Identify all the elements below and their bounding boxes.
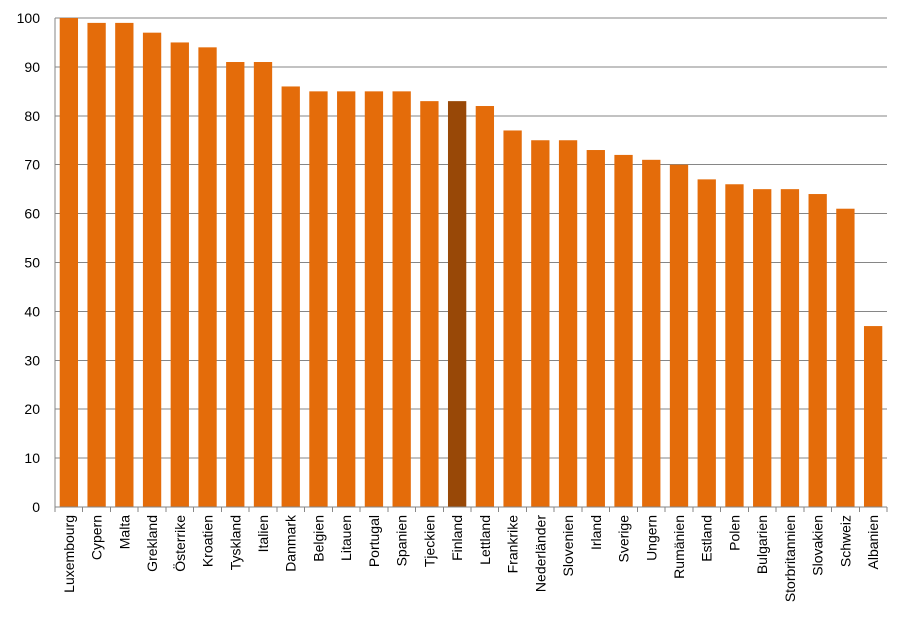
x-tick-label-albanien: Albanien bbox=[865, 515, 881, 570]
x-tick-label-tyskland: Tyskland bbox=[227, 515, 243, 570]
bar-nederlander bbox=[531, 140, 550, 507]
bar-kroatien bbox=[198, 47, 217, 508]
y-tick-labels: 0 10 20 30 40 50 60 70 80 90 100 bbox=[17, 10, 41, 515]
bar-schweiz bbox=[836, 208, 855, 507]
x-tick-label-grekland: Grekland bbox=[144, 515, 160, 572]
x-tick-label-bulgarien: Bulgarien bbox=[754, 515, 770, 574]
x-tick-label-osterrike: Österrike bbox=[171, 515, 188, 572]
y-tick-label: 20 bbox=[24, 401, 40, 417]
x-tick-label-litauen: Litauen bbox=[338, 515, 354, 561]
bar-tjeckien bbox=[420, 101, 439, 507]
x-tick-label-nederlander: Nederländer bbox=[532, 515, 548, 592]
x-tick-label-kroatien: Kroatien bbox=[200, 515, 216, 567]
x-tick-label-malta: Malta bbox=[116, 515, 132, 549]
y-tick-label: 50 bbox=[24, 255, 40, 271]
y-tick-label: 0 bbox=[32, 499, 40, 515]
x-tick-label-danmark: Danmark bbox=[283, 514, 299, 572]
bar-polen bbox=[725, 184, 744, 507]
bar-spanien bbox=[392, 91, 411, 507]
bar-osterrike bbox=[170, 42, 189, 507]
x-tick-label-belgien: Belgien bbox=[310, 515, 326, 562]
bar-albanien bbox=[863, 326, 883, 507]
y-tick-label: 40 bbox=[24, 303, 40, 319]
x-tick-label-slovakien: Slovakien bbox=[810, 515, 826, 576]
y-tick-label: 60 bbox=[24, 206, 40, 222]
x-tick-label-cypern: Cypern bbox=[89, 515, 105, 560]
x-tick-labels: Luxembourg Cypern Malta Grekland Österrike Kr… bbox=[61, 514, 881, 602]
bar-lettland bbox=[475, 106, 495, 508]
bar-portugal bbox=[364, 91, 384, 507]
bar-litauen bbox=[337, 91, 356, 507]
x-tick-label-frankrike: Frankrike bbox=[505, 515, 521, 574]
x-tick-label-slovenien: Slovenien bbox=[560, 515, 576, 577]
bar-ungern bbox=[642, 159, 661, 507]
bar-slovenien bbox=[558, 140, 578, 507]
x-tick-label-estland: Estland bbox=[699, 515, 715, 562]
x-tick-label-luxembourg: Luxembourg bbox=[61, 515, 77, 593]
bar-luxembourg bbox=[59, 18, 79, 507]
bar-slovakien bbox=[808, 194, 827, 508]
x-tick-label-irland: Irland bbox=[588, 515, 604, 550]
bar-cypern bbox=[87, 22, 106, 507]
bar-rumanien bbox=[669, 164, 689, 507]
x-tick-label-polen: Polen bbox=[726, 515, 742, 551]
y-tick-label: 70 bbox=[24, 157, 40, 173]
bar-tyskland bbox=[226, 62, 245, 507]
bar-finland bbox=[447, 101, 467, 507]
bar-storbritannien bbox=[780, 189, 800, 507]
bar-grekland bbox=[142, 32, 162, 508]
bar-belgien bbox=[309, 91, 328, 507]
y-tick-label: 90 bbox=[24, 59, 40, 75]
x-tick-label-tjeckien: Tjeckien bbox=[421, 515, 437, 567]
bar-malta bbox=[115, 22, 134, 507]
gridlines bbox=[55, 17, 887, 459]
x-tick-label-storbritannien: Storbritannien bbox=[782, 515, 798, 602]
bar-bulgarien bbox=[753, 189, 772, 507]
y-tick-label: 30 bbox=[24, 352, 40, 368]
bar-estland bbox=[697, 179, 716, 507]
x-tick-label-rumanien: Rumänien bbox=[671, 515, 687, 579]
bar-sverige bbox=[614, 154, 633, 508]
y-tick-label: 10 bbox=[24, 450, 40, 466]
x-tick-label-italien: Italien bbox=[255, 515, 271, 552]
bar-danmark bbox=[281, 86, 300, 508]
x-tick-label-ungern: Ungern bbox=[643, 515, 659, 561]
y-tick-label: 80 bbox=[24, 108, 40, 124]
x-tick-label-schweiz: Schweiz bbox=[837, 515, 853, 567]
x-tick-label-finland: Finland bbox=[449, 515, 465, 561]
bar-frankrike bbox=[503, 130, 522, 507]
x-tick-label-lettland: Lettland bbox=[477, 515, 493, 565]
x-tick-label-spanien: Spanien bbox=[394, 515, 410, 566]
y-tick-label: 100 bbox=[17, 10, 41, 26]
axes bbox=[54, 18, 888, 512]
x-tick-label-sverige: Sverige bbox=[616, 515, 632, 563]
bars bbox=[59, 18, 883, 508]
x-tick-label-portugal: Portugal bbox=[366, 515, 382, 567]
bar-italien bbox=[253, 62, 273, 507]
bar-irland bbox=[586, 150, 605, 507]
